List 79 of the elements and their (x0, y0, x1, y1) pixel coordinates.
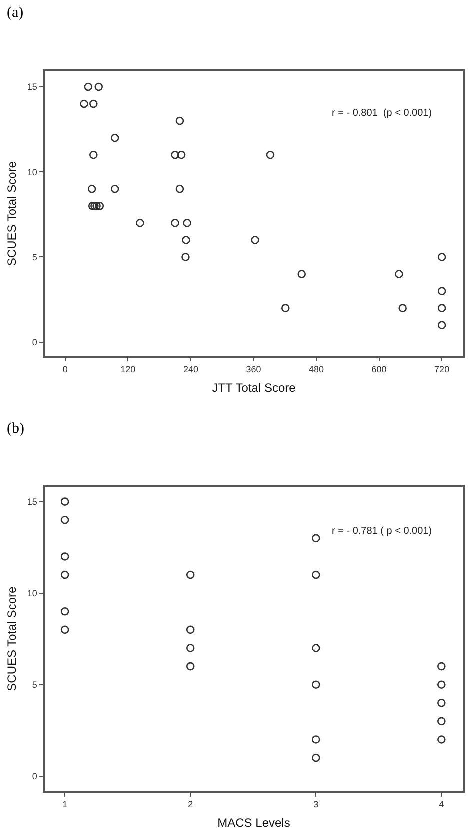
point (60, 498, 70, 506)
point (84, 82, 93, 92)
point (60, 607, 70, 616)
point (312, 570, 320, 580)
point (312, 680, 320, 689)
point (186, 662, 195, 671)
annotation: r = - 0.801 (p < 0.001) (332, 108, 432, 119)
y-tick-label: 10 (27, 588, 38, 598)
x-tick-label: 360 (246, 364, 262, 375)
point (171, 150, 180, 160)
y-tick-label: 0 (32, 338, 38, 348)
point (186, 626, 195, 634)
point (182, 236, 190, 244)
y-tick-label: 5 (32, 252, 38, 262)
point (176, 116, 184, 126)
point (96, 202, 104, 210)
point (398, 304, 407, 312)
point (92, 202, 101, 210)
point (438, 662, 446, 671)
point (177, 150, 186, 160)
point (60, 626, 70, 634)
point (60, 516, 70, 524)
point (60, 552, 70, 561)
point (94, 82, 104, 92)
x-tick-label: 3 (314, 800, 319, 810)
point (90, 100, 98, 108)
point (251, 236, 260, 244)
point (438, 699, 446, 708)
y-tick-label: 15 (27, 82, 38, 92)
point (438, 304, 446, 312)
x-axis-title: MACS Levels (218, 816, 290, 830)
y-tick-label: 5 (32, 680, 38, 690)
point (186, 570, 195, 580)
point (176, 185, 184, 194)
point (438, 321, 446, 330)
x-tick-label: 4 (439, 800, 444, 810)
point (60, 570, 70, 580)
point (312, 754, 320, 762)
point (395, 270, 404, 278)
point (80, 100, 88, 108)
point (438, 736, 446, 744)
point (90, 150, 98, 160)
point (110, 134, 120, 142)
x-tick-label: 2 (188, 800, 194, 810)
point (312, 736, 320, 744)
x-tick-label: 0 (62, 364, 68, 375)
point (438, 680, 446, 689)
point (183, 219, 192, 228)
point (110, 185, 120, 194)
chart-title: (a) (7, 5, 24, 21)
x-tick-label: 120 (120, 364, 136, 375)
x-tick-label: 720 (434, 364, 450, 375)
point (88, 185, 96, 194)
x-tick-label: 1 (62, 800, 68, 810)
y-tick-label: 10 (27, 167, 38, 178)
y-tick-label: 15 (27, 496, 38, 507)
point (186, 644, 195, 652)
point (438, 287, 446, 296)
x-tick-label: 240 (183, 364, 198, 375)
point (90, 202, 99, 210)
point (438, 717, 446, 726)
x-axis-title: JTT Total Score (212, 380, 296, 395)
point (298, 270, 306, 278)
point (182, 253, 190, 262)
annotation: r = - 0.781 ( p < 0.001) (332, 526, 432, 537)
chart-title: (b) (7, 421, 24, 437)
point (136, 219, 144, 228)
point (266, 150, 275, 160)
point (438, 253, 446, 262)
point (312, 534, 320, 543)
x-tick-label: 480 (309, 364, 324, 375)
y-tick-label: 0 (32, 772, 38, 782)
point (171, 219, 180, 228)
x-tick-label: 600 (372, 364, 387, 375)
point (88, 202, 97, 210)
y-axis-title: SCUES Total Score (5, 586, 20, 692)
point (312, 644, 320, 652)
y-axis-title: SCUES Total Score (5, 161, 20, 266)
point (282, 304, 290, 312)
